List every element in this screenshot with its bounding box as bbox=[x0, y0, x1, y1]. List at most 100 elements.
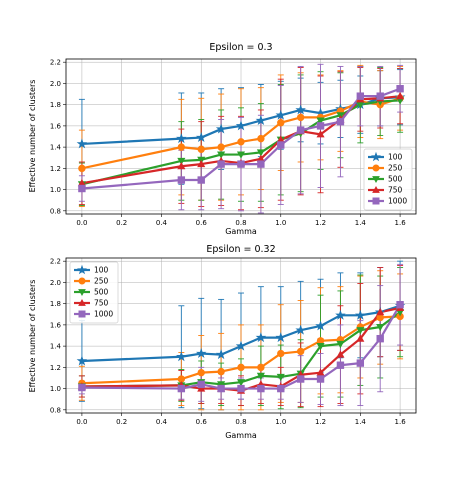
data-point bbox=[78, 164, 86, 173]
y-tick-labels: 0.8 1.0 1.2 1.4 1.6 1.8 2.0 2.2 bbox=[50, 59, 66, 215]
legend-label: 100 bbox=[388, 153, 403, 162]
data-point bbox=[215, 349, 227, 360]
y-tick-label: 1.8 bbox=[50, 101, 61, 109]
data-point bbox=[376, 334, 384, 343]
y-tick-labels: 0.8 1.0 1.2 1.4 1.6 1.8 2.0 2.2 bbox=[50, 258, 66, 414]
y-tick-label: 0.8 bbox=[50, 207, 61, 215]
data-point bbox=[78, 298, 86, 306]
data-point bbox=[177, 161, 186, 170]
x-tick-label: 0.0 bbox=[76, 219, 87, 227]
data-point bbox=[376, 323, 385, 332]
data-point bbox=[76, 355, 88, 366]
data-point bbox=[335, 309, 346, 320]
data-point bbox=[197, 384, 206, 392]
data-point bbox=[372, 197, 380, 205]
legend-box bbox=[69, 261, 119, 324]
data-point bbox=[277, 118, 285, 127]
legend: 100 250 500 750 1000 bbox=[69, 261, 119, 324]
data-point bbox=[336, 340, 345, 349]
y-tick-label: 1.0 bbox=[50, 186, 61, 194]
data-point bbox=[217, 160, 225, 168]
data-point bbox=[237, 160, 245, 168]
x-tick-label: 1.6 bbox=[395, 219, 407, 227]
data-point bbox=[257, 384, 265, 393]
data-point bbox=[356, 92, 365, 100]
legend: 100 250 500 750 1000 bbox=[363, 148, 413, 211]
legend-label: 1000 bbox=[94, 310, 113, 319]
x-tick-label: 0.8 bbox=[235, 418, 246, 426]
data-point bbox=[336, 361, 345, 369]
data-point bbox=[236, 151, 246, 159]
data-point bbox=[78, 289, 86, 297]
data-point bbox=[376, 92, 384, 100]
data-point bbox=[296, 347, 305, 356]
legend-label: 1000 bbox=[388, 197, 407, 206]
x-tick-labels: 0.0 0.2 0.4 0.6 0.8 1.0 1.2 1.4 1.6 bbox=[76, 214, 406, 227]
data-point bbox=[295, 104, 306, 115]
data-point bbox=[372, 176, 380, 184]
data-point bbox=[237, 363, 245, 372]
legend-label: 750 bbox=[388, 186, 403, 195]
data-point bbox=[197, 368, 205, 377]
data-point bbox=[396, 91, 405, 100]
data-point bbox=[316, 337, 325, 345]
y-axis-label: Effective number of clusters bbox=[28, 80, 37, 193]
data-point bbox=[336, 350, 345, 358]
data-point bbox=[78, 184, 86, 193]
x-tick-label: 1.4 bbox=[355, 219, 367, 227]
data-point bbox=[295, 324, 306, 335]
data-point bbox=[376, 307, 385, 316]
data-point bbox=[275, 109, 287, 120]
data-point bbox=[78, 383, 86, 392]
data-point bbox=[396, 85, 404, 93]
data-point bbox=[177, 143, 186, 151]
y-tick-label: 2.2 bbox=[50, 59, 61, 67]
y-tick-label: 0.8 bbox=[50, 406, 61, 414]
data-point bbox=[237, 138, 245, 146]
data-point bbox=[372, 164, 380, 172]
data-point bbox=[316, 368, 325, 376]
data-point bbox=[235, 340, 247, 351]
data-point bbox=[177, 157, 186, 166]
data-point bbox=[256, 372, 265, 381]
data-point bbox=[217, 384, 225, 393]
chart-epsilon-0-32: Epsilon = 0.32 0.0 0.2 0.4 0.6 0.8 1.0 1.2 1.4 1… bbox=[28, 244, 417, 440]
data-point bbox=[277, 384, 285, 393]
chart-epsilon-0-3: Epsilon = 0.3 0.0 0.2 0.4 0.6 0.8 1.0 1.2 1.4 1.… bbox=[28, 42, 417, 236]
x-tick-label: 0.6 bbox=[196, 219, 208, 227]
legend-box bbox=[363, 148, 413, 211]
y-tick-label: 2.2 bbox=[50, 258, 61, 266]
legend-label: 750 bbox=[94, 299, 109, 308]
data-point bbox=[356, 334, 365, 342]
chart-title: Epsilon = 0.3 bbox=[209, 42, 272, 53]
data-point bbox=[217, 151, 226, 159]
data-point bbox=[256, 149, 265, 157]
data-point bbox=[356, 359, 365, 367]
data-point bbox=[315, 320, 326, 331]
data-point bbox=[197, 159, 206, 168]
y-tick-label: 1.4 bbox=[50, 144, 62, 152]
data-point bbox=[76, 138, 88, 149]
x-tick-label: 0.0 bbox=[76, 418, 87, 426]
data-point bbox=[316, 130, 325, 138]
x-axis-label: Gamma bbox=[225, 431, 257, 440]
data-point bbox=[197, 380, 205, 389]
x-tick-label: 1.0 bbox=[275, 219, 286, 227]
data-point bbox=[235, 120, 247, 131]
x-tick-label: 0.4 bbox=[156, 219, 168, 227]
y-tick-label: 1.8 bbox=[50, 300, 61, 308]
y-tick-label: 1.2 bbox=[50, 165, 61, 173]
y-tick-label: 2.0 bbox=[50, 279, 61, 287]
data-point bbox=[296, 113, 305, 122]
series-markers bbox=[76, 300, 406, 394]
data-point bbox=[255, 332, 267, 343]
data-point bbox=[195, 132, 207, 143]
data-point bbox=[316, 375, 325, 383]
data-point bbox=[277, 141, 285, 149]
x-tick-label: 0.8 bbox=[235, 219, 246, 227]
x-tick-label: 0.6 bbox=[196, 418, 208, 426]
x-tick-label: 1.6 bbox=[395, 418, 407, 426]
data-point bbox=[275, 332, 287, 343]
y-tick-label: 1.6 bbox=[50, 321, 62, 329]
x-tick-label: 0.2 bbox=[116, 418, 127, 426]
